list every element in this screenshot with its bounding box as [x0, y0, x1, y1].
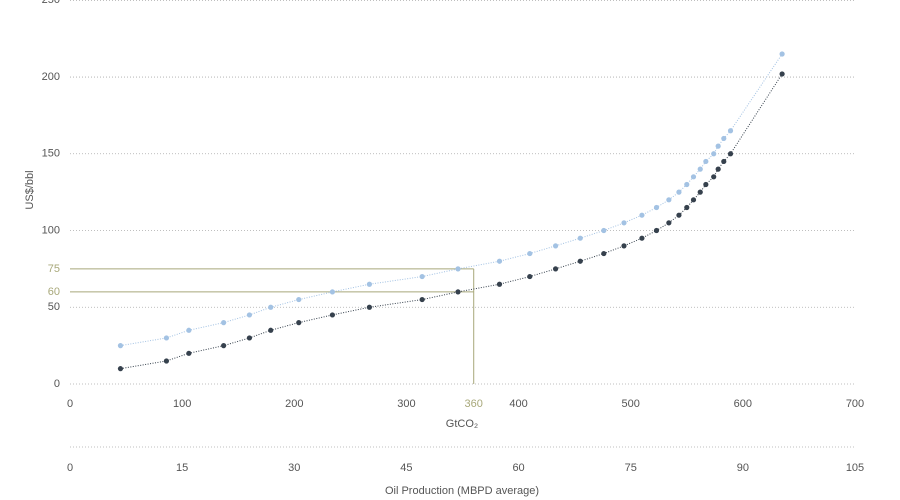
data-point	[690, 174, 697, 180]
data-point	[221, 320, 227, 326]
data-point	[666, 220, 672, 226]
label-background	[459, 396, 488, 412]
data-point	[697, 166, 703, 172]
data-point	[690, 197, 697, 203]
data-point	[621, 243, 627, 249]
y-tick-label: 250	[42, 0, 60, 6]
data-point	[715, 143, 721, 149]
data-point	[653, 204, 660, 211]
y-tick-label: 200	[42, 71, 60, 83]
data-point	[715, 166, 721, 172]
data-point	[455, 289, 461, 295]
x2-tick-label: 15	[176, 462, 188, 474]
x-tick-label: 0	[67, 398, 73, 410]
data-point	[703, 158, 709, 165]
data-point	[577, 235, 583, 241]
data-point	[221, 343, 227, 349]
data-point	[676, 212, 682, 218]
data-point	[711, 174, 717, 180]
data-point	[163, 335, 170, 341]
data-point	[117, 343, 124, 349]
data-point	[527, 250, 533, 257]
x2-tick-label: 105	[846, 462, 864, 474]
x-tick-label: 400	[509, 398, 527, 410]
data-point	[666, 197, 672, 203]
data-point	[186, 350, 192, 356]
data-point	[419, 273, 425, 280]
x2-tick-label: 30	[288, 462, 300, 474]
data-point	[419, 296, 425, 303]
data-point	[246, 312, 253, 318]
data-point	[329, 312, 336, 318]
highlight-y-label: 60	[48, 286, 60, 298]
data-point	[496, 281, 503, 287]
x2-axis-label: Oil Production (MBPD average)	[385, 485, 539, 497]
highlight-y-label: 75	[48, 263, 60, 275]
x-tick-label: 700	[846, 398, 864, 410]
highlight-x-label: 360	[465, 398, 483, 410]
data-point	[296, 320, 302, 326]
x-axis-label: GtCO₂	[446, 418, 478, 430]
data-point	[653, 227, 660, 234]
data-point	[703, 181, 709, 188]
y-tick-label: 50	[48, 301, 60, 313]
data-point	[639, 235, 645, 241]
data-point	[779, 71, 785, 77]
data-point	[186, 327, 192, 333]
data-point	[697, 189, 703, 195]
data-point	[117, 366, 124, 372]
x2-tick-label: 75	[625, 462, 637, 474]
data-point	[727, 151, 734, 157]
x-tick-label: 600	[734, 398, 752, 410]
x2-tick-label: 60	[512, 462, 524, 474]
data-point	[366, 304, 373, 310]
data-point	[455, 266, 461, 272]
series-line	[120, 53, 783, 347]
data-point	[711, 151, 717, 157]
series-line	[120, 73, 783, 370]
data-point	[721, 135, 727, 142]
y-axis-label: US$/bbl	[24, 170, 36, 209]
data-point	[552, 243, 559, 249]
data-point	[727, 128, 734, 134]
data-point	[684, 204, 690, 211]
x2-tick-label: 45	[400, 462, 412, 474]
data-point	[601, 250, 607, 257]
data-point	[268, 304, 274, 310]
data-point	[268, 327, 274, 333]
data-point	[684, 181, 690, 188]
data-point	[721, 158, 727, 165]
x-tick-label: 500	[622, 398, 640, 410]
x-tick-label: 200	[285, 398, 303, 410]
x-tick-label: 300	[397, 398, 415, 410]
data-point	[246, 335, 253, 341]
data-point	[577, 258, 583, 264]
x-tick-label: 100	[173, 398, 191, 410]
data-point	[496, 258, 503, 264]
data-point	[779, 51, 785, 57]
x2-tick-label: 0	[67, 462, 73, 474]
data-point	[163, 358, 170, 364]
data-point	[366, 281, 373, 287]
y-tick-label: 0	[54, 378, 60, 390]
x2-tick-label: 90	[737, 462, 749, 474]
y-tick-label: 150	[42, 148, 60, 160]
y-tick-label: 100	[42, 224, 60, 236]
data-point	[676, 189, 682, 195]
data-point	[552, 266, 559, 272]
data-point	[621, 220, 627, 226]
data-point	[329, 289, 336, 295]
data-point	[639, 212, 645, 218]
data-point	[527, 273, 533, 280]
data-point	[601, 227, 607, 234]
data-point	[296, 296, 302, 303]
